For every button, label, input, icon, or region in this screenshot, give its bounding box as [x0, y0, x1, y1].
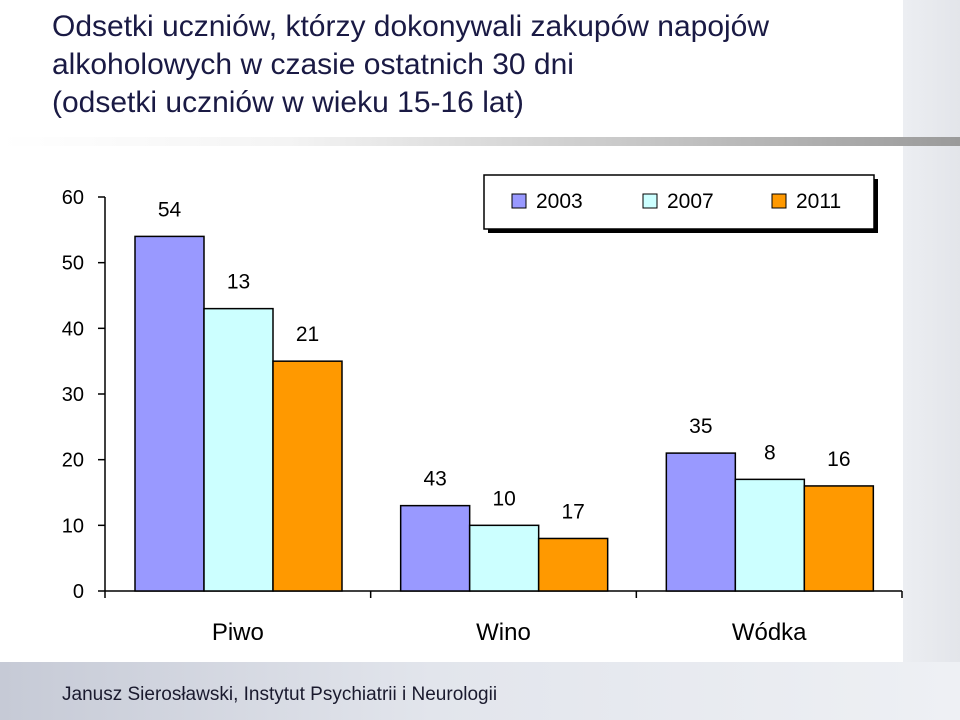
bar-2003-wino — [399, 504, 471, 592]
bar-2007-wódka — [734, 478, 806, 592]
bar-2007-wino — [468, 524, 540, 592]
title-line-1: Odsetki uczniów, którzy dokonywali zakup… — [52, 10, 770, 43]
y-tick-label: 50 — [62, 253, 84, 275]
footer-band — [0, 662, 960, 720]
x-category-label: Piwo — [212, 619, 264, 646]
legend-label: 2003 — [536, 190, 583, 213]
data-label: 13 — [227, 271, 250, 294]
bar-2003-wódka — [665, 452, 737, 592]
legend-box — [483, 174, 875, 230]
footer-credit: Janusz Sierosławski, Instytut Psychiatri… — [62, 684, 498, 705]
bar-2003-piwo — [134, 235, 205, 592]
y-tick-label: 40 — [62, 318, 84, 340]
data-label: 35 — [689, 415, 712, 438]
chart-title: Odsetki uczniów, którzy dokonywali zakup… — [52, 8, 892, 122]
right-decoration-bar — [903, 0, 960, 662]
bar-2011-piwo — [272, 360, 343, 592]
data-label: 54 — [158, 198, 182, 221]
y-tick-label: 10 — [62, 515, 84, 537]
data-label: 16 — [827, 448, 850, 471]
data-label: 8 — [764, 441, 776, 464]
y-tick-label: 20 — [62, 450, 84, 472]
legend-swatch-2011 — [771, 193, 787, 209]
y-tick-label: 0 — [73, 581, 84, 603]
data-label: 21 — [296, 323, 319, 346]
title-line-2: alkoholowych w czasie ostatnich 30 dni — [52, 48, 574, 81]
data-label: 10 — [492, 487, 515, 510]
title-line-3: (odsetki uczniów w wieku 15-16 lat) — [52, 86, 524, 119]
bar-2011-wódka — [803, 485, 875, 592]
data-label: 17 — [561, 500, 584, 523]
bar-2007-piwo — [203, 307, 274, 592]
title-divider — [0, 137, 960, 146]
legend-label: 2011 — [796, 190, 841, 213]
data-label: 43 — [423, 468, 446, 491]
x-category-label: Wódka — [732, 619, 807, 646]
bar-chart: 0 10 20 30 40 50 60 Piwo 54 13 21 Wino 43 10 17 Wódka 35… — [62, 174, 903, 646]
legend-swatch-2003 — [511, 193, 527, 209]
x-category-label: Wino — [476, 619, 531, 646]
y-tick-label: 30 — [62, 384, 84, 406]
legend-label: 2007 — [667, 190, 714, 213]
bar-2011-wino — [537, 537, 609, 592]
y-tick-label: 60 — [62, 187, 84, 209]
legend-swatch-2007 — [642, 193, 658, 209]
